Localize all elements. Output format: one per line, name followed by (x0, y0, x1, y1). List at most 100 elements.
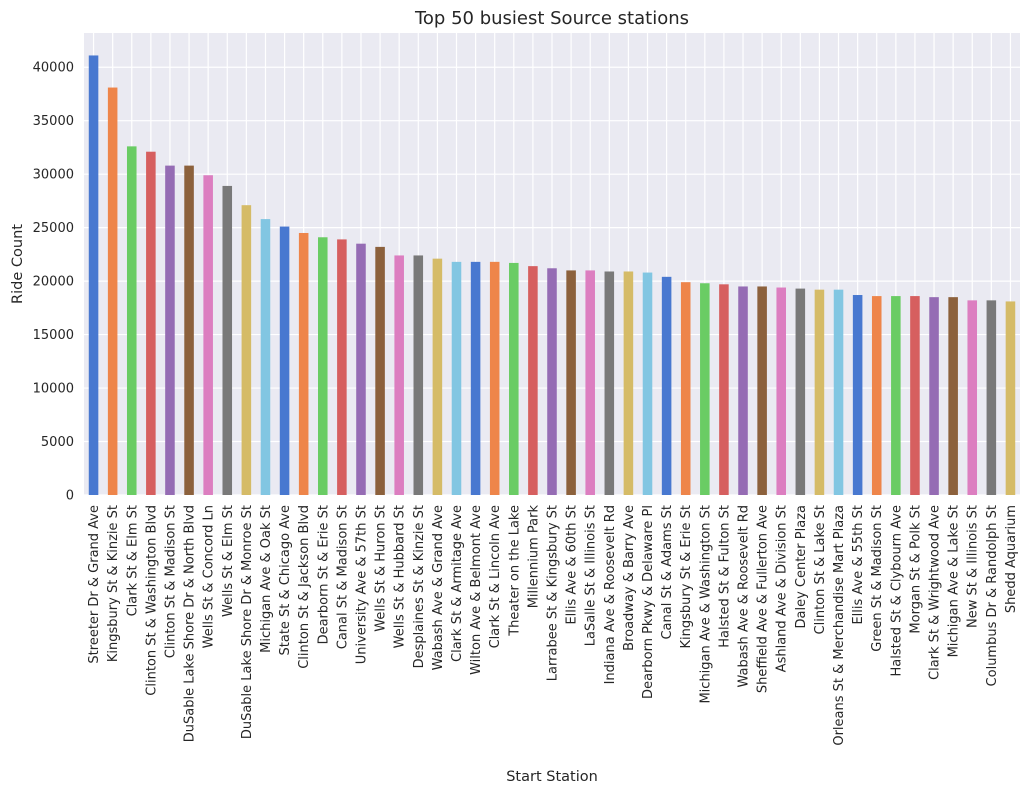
bar (795, 288, 806, 495)
bar (986, 300, 997, 495)
x-tick-label: Larrabee St & Kingsbury St (546, 505, 561, 681)
x-tick-label: Daley Center Plaza (794, 505, 809, 629)
bar (356, 243, 366, 495)
x-tick-label: Indiana Ave & Roosevelt Rd (603, 505, 618, 684)
x-tick-label: New St & Illinois St (966, 505, 981, 628)
x-tick-label: Wells St & Elm St (221, 505, 236, 617)
bar (489, 261, 500, 495)
x-tick-label: Michigan Ave & Oak St (259, 505, 274, 653)
x-tick-label: Clark St & Elm St (125, 505, 140, 616)
bar (222, 185, 233, 496)
x-tick-label: Green St & Madison St (870, 505, 885, 652)
x-tick-label: Clinton St & Lake St (813, 505, 828, 634)
x-tick-label: Dearborn Pkwy & Delaware Pl (641, 505, 656, 699)
x-tick-label: University Ave & 57th St (354, 505, 369, 664)
x-tick-label: Dearborn St & Erie St (316, 505, 331, 644)
x-tick-label: Kingsbury St & Kinzie St (106, 505, 121, 662)
x-tick-label: Clinton St & Madison St (163, 505, 178, 658)
x-tick-label: Theater on the Lake (507, 505, 522, 637)
bar (260, 219, 271, 496)
bar (700, 283, 710, 495)
x-tick-label: Wabash Ave & Grand Ave (431, 505, 446, 670)
x-tick-label: Shedd Aquarium (1004, 505, 1019, 613)
x-tick-label: Clinton St & Jackson Blvd (297, 505, 312, 669)
bar (719, 284, 729, 495)
y-tick-labels: 0 5000 10000 15000 20000 25000 30000 35000 40000 (33, 61, 74, 504)
bar (604, 271, 615, 495)
bar (776, 287, 786, 495)
x-tick-label: Wells St & Hubbard St (393, 505, 408, 648)
bar (967, 300, 978, 495)
bar (279, 226, 290, 495)
y-tick-label: 0 (66, 489, 74, 504)
bar (184, 165, 194, 495)
bar (1005, 301, 1016, 495)
x-tick-label: DuSable Lake Shore Dr & Monroe St (240, 505, 255, 739)
x-tick-label: Clark St & Wrightwood Ave (928, 505, 943, 680)
bar (375, 246, 385, 495)
x-tick-label: Halsted St & Clybourn Ave (889, 505, 904, 677)
x-tick-label: Ellis Ave & 60th St (565, 505, 580, 625)
bar (910, 296, 920, 495)
x-tick-label: Canal St & Adams St (660, 505, 675, 640)
bar (948, 297, 958, 495)
x-tick-label: Orleans St & Merchandise Mart Plaza (832, 505, 847, 746)
x-tick-label: Morgan St & Polk St (908, 505, 923, 634)
x-tick-label: DuSable Lake Shore Dr & North Blvd (183, 505, 198, 742)
x-tick-label: Ashland Ave & Division St (775, 505, 790, 672)
x-tick-label: Ellis Ave & 55th St (851, 505, 866, 625)
bar (738, 286, 748, 495)
bar (470, 261, 481, 495)
bar (528, 266, 538, 495)
x-tick-label: Wells St & Huron St (374, 505, 389, 632)
x-tick-labels: Streeter Dr & Grand Ave Kingsbury St & Ki… (87, 505, 1019, 746)
bar (241, 205, 252, 496)
bar (509, 262, 519, 495)
bar (852, 295, 863, 495)
bar (318, 237, 328, 495)
bar (814, 289, 825, 495)
bar (146, 151, 156, 496)
bar (547, 268, 557, 495)
bar (661, 276, 672, 495)
y-tick-label: 20000 (33, 275, 74, 290)
bar (394, 255, 404, 495)
x-tick-label: Broadway & Barry Ave (622, 505, 637, 651)
x-tick-label: Kingsbury St & Erie St (679, 505, 694, 648)
x-tick-label: Clark St & Lincoln Ave (488, 505, 503, 648)
bar (107, 87, 118, 496)
x-axis-label: Start Station (506, 769, 598, 785)
bar (413, 255, 424, 495)
x-tick-label: Wells St & Concord Ln (202, 505, 217, 648)
bar (623, 271, 634, 495)
x-tick-label: Streeter Dr & Grand Ave (87, 505, 102, 664)
y-tick-label: 30000 (33, 168, 74, 183)
bar (757, 286, 767, 495)
bar (451, 261, 462, 495)
bar (165, 165, 175, 495)
bar (298, 232, 309, 495)
bar (871, 296, 882, 495)
y-tick-label: 40000 (33, 61, 74, 76)
y-tick-label: 15000 (33, 328, 74, 343)
bar (88, 55, 99, 495)
x-tick-label: Clinton St & Washington Blvd (144, 505, 159, 696)
bar (566, 270, 576, 495)
x-tick-label: Wabash Ave & Roosevelt Rd (737, 505, 752, 688)
bar (642, 272, 653, 495)
y-axis-label: Ride Count (10, 224, 26, 304)
y-tick-label: 25000 (33, 221, 74, 236)
bars (88, 55, 1016, 496)
x-tick-label: Wilton Ave & Belmont Ave (469, 505, 484, 675)
bar (337, 239, 347, 495)
y-tick-label: 35000 (33, 114, 74, 129)
bar (203, 175, 213, 495)
x-tick-label: Sheffield Ave & Fullerton Ave (756, 505, 771, 693)
bar (929, 297, 939, 495)
x-tick-label: Columbus Dr & Randolph St (985, 505, 1000, 686)
bar (585, 270, 595, 495)
x-tick-label: LaSalle St & Illinois St (584, 505, 599, 646)
bar (126, 146, 137, 495)
x-tick-label: Clark St & Armitage Ave (450, 505, 465, 662)
